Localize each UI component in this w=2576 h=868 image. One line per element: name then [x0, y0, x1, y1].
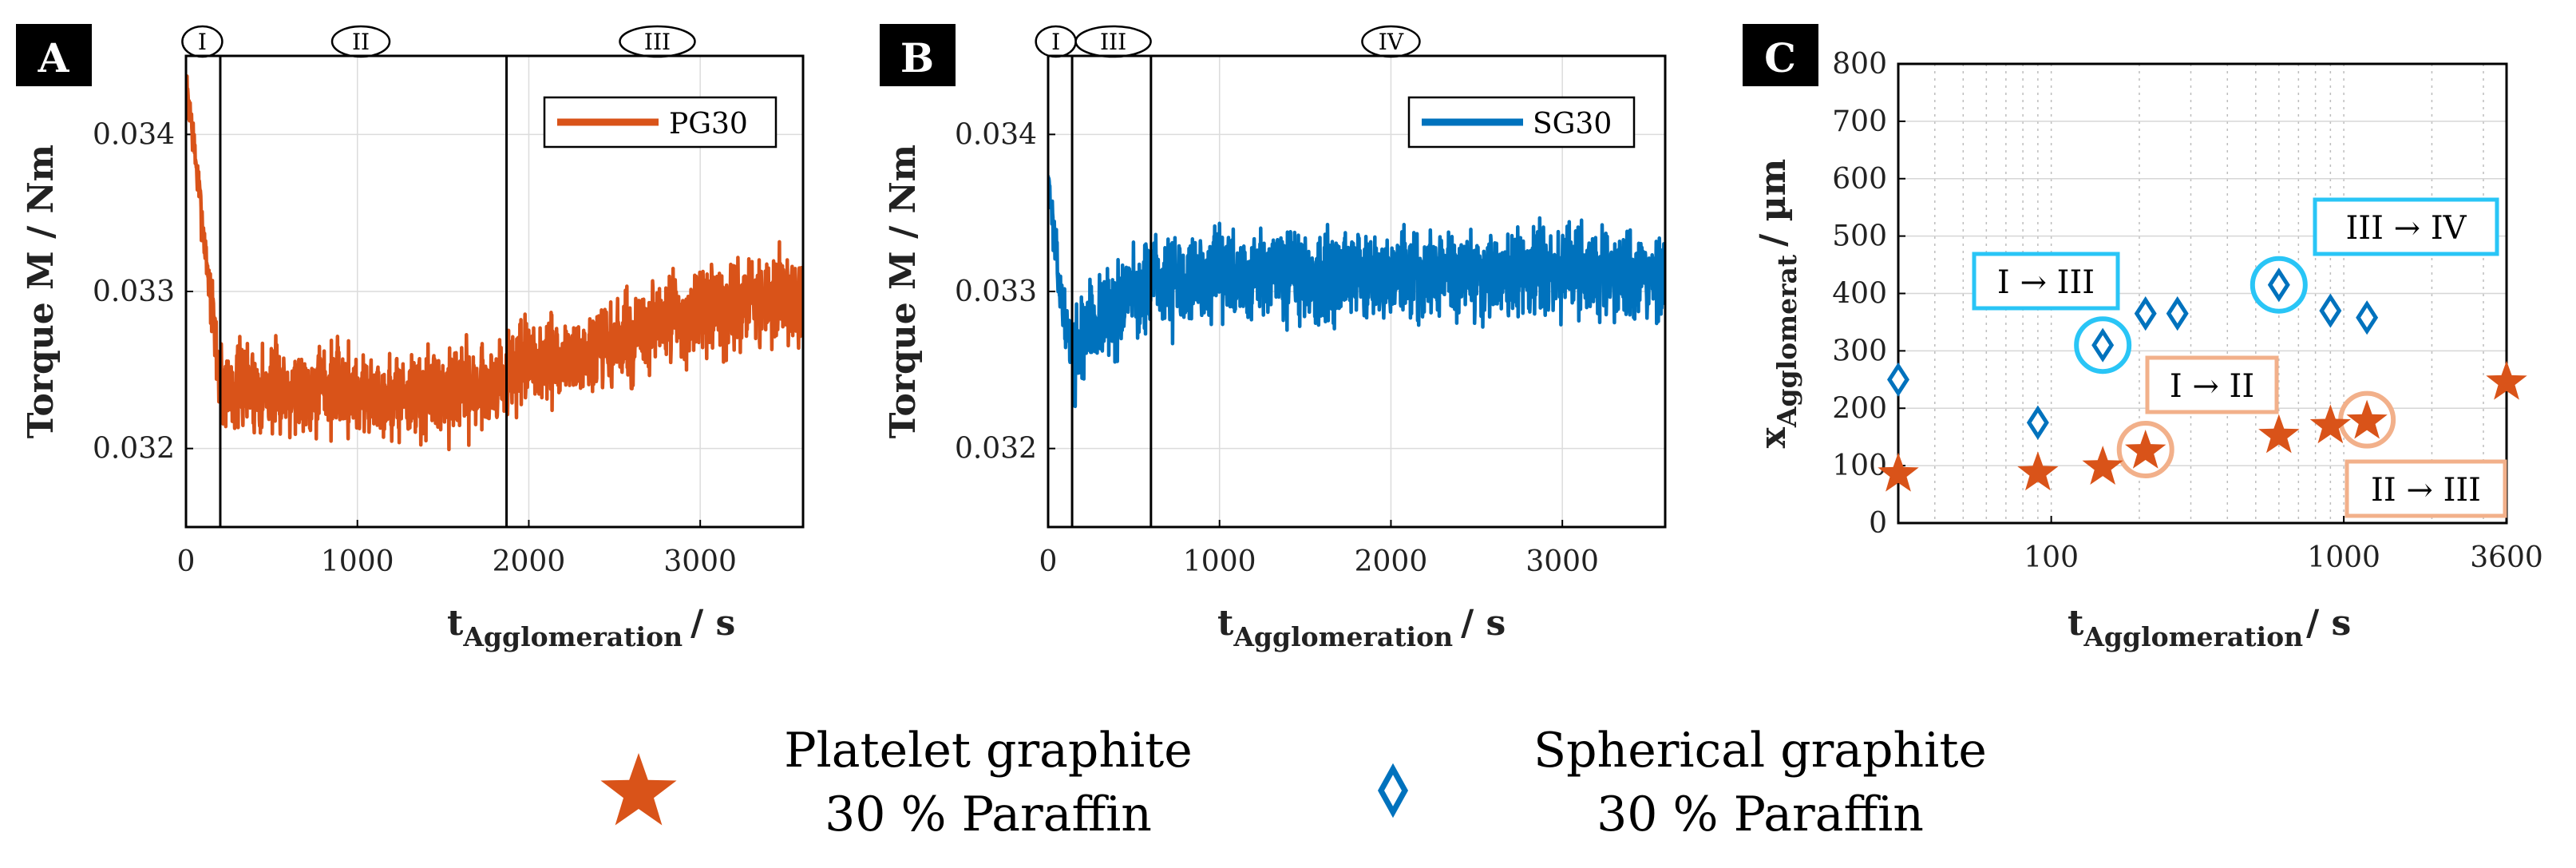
annotation-box-ii-iii	[2345, 459, 2507, 518]
legend-platelet-line2: 30 % Paraffin	[825, 787, 1152, 842]
annotation-text-iii-iv: III → IV	[2345, 210, 2467, 247]
tick-label-y-c-7: 700	[1832, 105, 1887, 138]
phase-marker-label-b-0: I	[1051, 29, 1060, 55]
ticks-b: 0 1000 2000 3000 0.032 0.033 0.034	[955, 118, 1599, 578]
annotation-ii-iii: II → III	[2345, 459, 2507, 518]
tick-label-x-b-2: 2000	[1355, 545, 1428, 578]
star-point-6	[2346, 399, 2388, 439]
axes-box-b	[1047, 54, 1667, 529]
phase-lines-b: I III IV	[1035, 25, 1421, 527]
legend-star-icon	[600, 753, 677, 826]
panel-label-b: B	[900, 34, 934, 81]
diamond-point-5	[2267, 268, 2290, 303]
diamond-point-1	[2026, 405, 2049, 440]
legend-diamond-icon	[1377, 763, 1409, 818]
x-axis-label-b: tAgglomeration / s	[1217, 603, 1506, 652]
bottom-legend: Platelet graphite 30 % Paraffin Spherica…	[600, 723, 1987, 842]
x-axis-label-a: tAgglomeration / s	[447, 603, 735, 652]
star-point-1	[2017, 451, 2059, 491]
tick-label-y-a-1: 0.033	[93, 275, 175, 308]
star-point-5	[2309, 404, 2351, 444]
phase-marker-label-a-0: I	[198, 29, 207, 55]
legend-platelet-line1: Platelet graphite	[784, 723, 1193, 779]
tick-label-y-c-4: 400	[1832, 278, 1887, 311]
annotation-box-i-iii	[1972, 252, 2120, 311]
legend-label-pg30: PG30	[669, 108, 748, 141]
panel-label-a: A	[38, 34, 70, 81]
panel-label-a-bg	[16, 24, 92, 86]
ticks-a: 0 1000 2000 3000 0.032 0.033 0.034	[93, 118, 737, 578]
annotation-text-i-iii: I → III	[1997, 264, 2095, 301]
annotation-text-i-ii: I → II	[2170, 368, 2254, 405]
tick-label-x-a-2: 2000	[493, 545, 566, 578]
star-point-3	[2125, 430, 2166, 469]
legend-label-sg30: SG30	[1533, 108, 1612, 141]
tick-label-y-c-8: 800	[1832, 48, 1887, 81]
panel-label-c-bg	[1743, 24, 1818, 86]
tick-label-y-b-1: 0.033	[955, 275, 1037, 308]
star-point-4	[2258, 414, 2300, 454]
tick-label-y-c-5: 500	[1832, 220, 1887, 253]
phase-marker-label-b-1: III	[1100, 29, 1126, 55]
legend-spherical-line2: 30 % Paraffin	[1597, 787, 1924, 842]
phase-marker-label-a-1: II	[352, 29, 370, 55]
panel-label-c: C	[1764, 34, 1796, 81]
tick-label-x-c-0: 100	[2024, 541, 2079, 574]
tick-label-x-a-3: 3000	[663, 545, 737, 578]
tick-label-y-b-0: 0.032	[955, 433, 1037, 466]
axes-box-a	[184, 54, 805, 529]
y-axis-label-b: Torque M / Nm	[883, 145, 924, 438]
diamond-point-0	[1887, 362, 1909, 397]
series-pg30-group	[186, 74, 803, 452]
tick-label-x-a-1: 1000	[321, 545, 394, 578]
star-point-2	[2082, 446, 2123, 485]
annotation-i-ii: I → II	[2145, 355, 2279, 414]
diamond-point-6	[2319, 293, 2342, 328]
tick-label-y-c-0: 0	[1869, 507, 1887, 540]
tick-label-x-b-0: 0	[1039, 545, 1058, 578]
series-sg30-group	[1048, 175, 1665, 409]
annotation-box-i-ii	[2145, 355, 2279, 414]
annotation-iii-iv: III → IV	[2313, 197, 2499, 256]
tick-label-y-b-2: 0.034	[955, 118, 1037, 151]
star-point-0	[1878, 452, 1919, 492]
axes-box-c	[1897, 62, 2508, 525]
annotation-i-iii: I → III	[1972, 252, 2120, 311]
tick-label-y-a-0: 0.032	[93, 433, 175, 466]
tick-label-y-a-2: 0.034	[93, 118, 175, 151]
tick-label-x-b-3: 3000	[1525, 545, 1599, 578]
tick-label-x-c-2: 3600	[2470, 541, 2543, 574]
diamond-point-7	[2356, 300, 2379, 335]
phase-marker-label-a-2: III	[644, 29, 671, 55]
diamond-point-4	[2166, 296, 2189, 331]
tick-label-y-c-1: 100	[1832, 450, 1887, 482]
annotation-box-iii-iv	[2313, 197, 2499, 256]
series-line-SG30	[1048, 175, 1665, 409]
tick-label-y-c-3: 300	[1832, 335, 1887, 367]
y-axis-label-c: xAgglomerat/ µm	[1753, 159, 1802, 449]
y-axis-label-a: Torque M / Nm	[21, 145, 61, 438]
diamond-point-2	[2091, 327, 2115, 363]
x-axis-label-c: tAgglomeration/ s	[2068, 603, 2351, 652]
panel-label-b-bg	[880, 24, 956, 86]
tick-label-x-c-1: 1000	[2307, 541, 2380, 574]
legend-spherical-line1: Spherical graphite	[1533, 723, 1987, 779]
scatter-points	[1878, 268, 2527, 492]
tick-label-y-c-2: 200	[1832, 392, 1887, 425]
star-point-7	[2486, 360, 2527, 400]
tick-label-y-c-6: 600	[1832, 163, 1887, 196]
annotation-text-ii-iii: II → III	[2371, 472, 2481, 509]
phase-marker-label-b-2: IV	[1379, 29, 1404, 55]
panel-c: C 0 100 200 300 400 500 600 700 800 100 1000 3600 I…	[1743, 24, 2543, 652]
series-line-PG30	[186, 74, 803, 452]
tick-label-x-b-1: 1000	[1183, 545, 1256, 578]
diamond-point-3	[2134, 296, 2157, 331]
tick-label-x-a-0: 0	[177, 545, 196, 578]
